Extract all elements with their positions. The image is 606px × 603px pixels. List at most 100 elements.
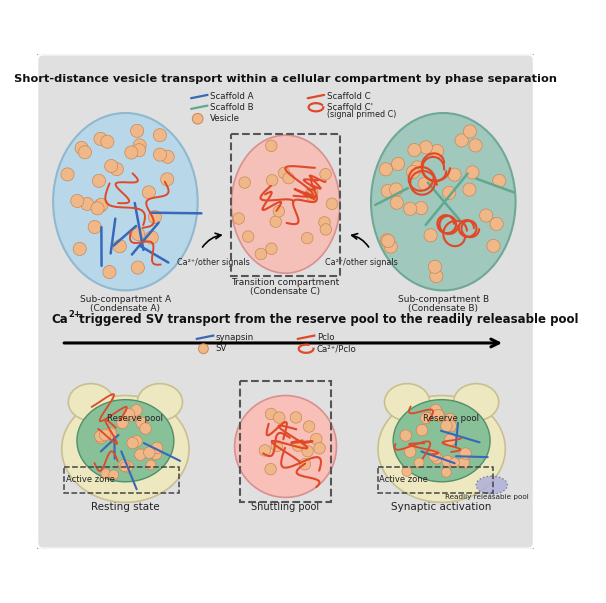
Circle shape (145, 231, 158, 244)
Circle shape (153, 148, 167, 161)
Circle shape (431, 452, 442, 464)
Circle shape (105, 159, 118, 172)
Circle shape (73, 242, 86, 256)
Circle shape (266, 174, 278, 186)
Circle shape (101, 135, 114, 148)
Circle shape (94, 199, 107, 212)
Ellipse shape (231, 135, 340, 273)
Circle shape (390, 183, 403, 196)
Circle shape (142, 186, 155, 199)
Circle shape (255, 248, 267, 260)
Circle shape (479, 209, 493, 222)
Circle shape (415, 201, 428, 215)
Circle shape (133, 139, 146, 152)
Circle shape (132, 227, 145, 241)
Circle shape (430, 270, 443, 283)
Circle shape (430, 404, 441, 415)
Circle shape (148, 210, 161, 224)
Text: Scaffold C: Scaffold C (327, 92, 370, 101)
Circle shape (95, 432, 107, 444)
Circle shape (307, 186, 318, 198)
Text: Short-distance vesicle transport within a cellular compartment by phase separati: Short-distance vesicle transport within … (14, 74, 557, 84)
Ellipse shape (378, 396, 505, 502)
Circle shape (404, 202, 417, 215)
Circle shape (113, 239, 127, 253)
Circle shape (135, 449, 146, 461)
Text: Ca²⁺/other signals: Ca²⁺/other signals (325, 258, 398, 267)
Text: (Condensate A): (Condensate A) (90, 305, 161, 314)
Circle shape (110, 163, 123, 175)
Circle shape (239, 177, 250, 188)
Circle shape (384, 240, 398, 253)
Circle shape (152, 442, 163, 453)
Circle shape (407, 165, 419, 178)
Circle shape (270, 216, 281, 227)
Circle shape (306, 190, 318, 201)
Circle shape (448, 168, 461, 182)
Ellipse shape (476, 476, 507, 494)
Circle shape (140, 423, 152, 434)
Text: Scaffold A: Scaffold A (210, 92, 253, 101)
Circle shape (319, 216, 330, 228)
Text: Active zone: Active zone (379, 475, 428, 484)
Ellipse shape (385, 384, 430, 421)
Circle shape (442, 186, 456, 200)
Ellipse shape (62, 396, 189, 502)
Circle shape (78, 146, 92, 159)
Text: Sub-compartment A: Sub-compartment A (80, 295, 171, 305)
Circle shape (75, 142, 88, 154)
Circle shape (132, 261, 144, 274)
Circle shape (414, 458, 424, 468)
Circle shape (95, 431, 106, 442)
Circle shape (424, 229, 437, 242)
Circle shape (103, 265, 116, 279)
Circle shape (259, 444, 271, 456)
Circle shape (379, 163, 393, 176)
Circle shape (131, 405, 142, 416)
Circle shape (127, 437, 138, 449)
Text: Active zone: Active zone (66, 475, 115, 484)
Circle shape (381, 234, 393, 247)
Circle shape (411, 161, 424, 174)
Circle shape (126, 410, 137, 421)
Circle shape (122, 461, 133, 472)
Circle shape (271, 440, 282, 452)
Text: Ca²⁺/Pclo: Ca²⁺/Pclo (317, 344, 356, 353)
Circle shape (265, 408, 277, 420)
Ellipse shape (68, 384, 113, 421)
Circle shape (400, 430, 411, 441)
Text: Sub-compartment B: Sub-compartment B (398, 295, 489, 305)
FancyBboxPatch shape (38, 295, 533, 548)
Circle shape (146, 460, 156, 470)
Circle shape (108, 470, 119, 480)
Circle shape (310, 433, 322, 445)
Ellipse shape (138, 384, 182, 421)
Circle shape (418, 177, 431, 191)
Circle shape (390, 196, 404, 209)
FancyBboxPatch shape (36, 53, 535, 550)
Circle shape (299, 458, 311, 470)
Circle shape (117, 417, 128, 429)
Ellipse shape (77, 400, 174, 482)
Circle shape (463, 183, 476, 196)
Circle shape (123, 408, 135, 420)
Text: Pclo: Pclo (317, 333, 335, 342)
Circle shape (119, 459, 130, 471)
Circle shape (416, 425, 428, 436)
Circle shape (431, 145, 444, 157)
Text: (Condensate B): (Condensate B) (408, 305, 478, 314)
Circle shape (391, 157, 405, 171)
Circle shape (71, 194, 84, 207)
Circle shape (381, 185, 395, 198)
Circle shape (450, 458, 459, 467)
Circle shape (445, 420, 456, 432)
Circle shape (455, 134, 468, 147)
Circle shape (433, 409, 444, 421)
Circle shape (131, 435, 142, 447)
Circle shape (273, 412, 285, 423)
Circle shape (101, 469, 111, 479)
Circle shape (404, 446, 416, 458)
Circle shape (421, 412, 432, 424)
Text: SV: SV (216, 344, 227, 353)
Text: Synaptic activation: Synaptic activation (391, 502, 492, 513)
